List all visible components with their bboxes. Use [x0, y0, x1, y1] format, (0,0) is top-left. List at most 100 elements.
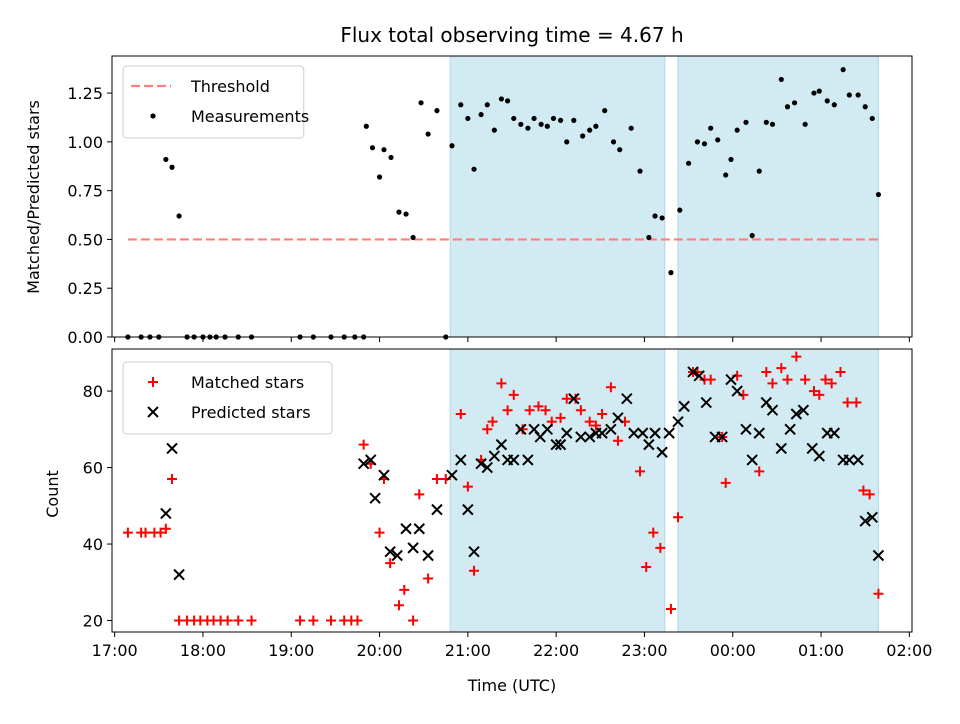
x-axis-label: Time (UTC)	[467, 676, 556, 695]
matched-stars-point	[665, 604, 676, 615]
matched-stars-point	[423, 573, 434, 584]
predicted-stars-point	[753, 427, 765, 439]
measurement-point	[802, 121, 808, 127]
matched-stars-point	[791, 351, 802, 362]
y-tick-label: 0.25	[67, 279, 103, 298]
measurement-point	[376, 174, 383, 180]
matched-stars-point	[597, 409, 608, 420]
measurement-point	[652, 213, 658, 219]
predicted-stars-point	[166, 442, 178, 455]
observing-interval-band	[449, 348, 666, 633]
measurement-point	[388, 154, 394, 161]
predicted-stars-point	[522, 454, 534, 466]
predicted-stars-point	[790, 408, 803, 420]
matched-stars-point	[612, 435, 623, 446]
matched-stars-point	[720, 477, 731, 488]
predicted-stars-point	[716, 431, 728, 443]
y-tick-label: 60	[83, 459, 103, 478]
measurement-point	[824, 98, 830, 104]
matched-stars-point	[487, 416, 498, 427]
predicted-stars-point	[852, 454, 864, 466]
x-tick-label: 20:00	[356, 641, 402, 660]
measurement-point	[410, 234, 416, 241]
predicted-stars-point	[550, 438, 562, 451]
measurement-point	[571, 117, 577, 123]
axes-frame	[111, 55, 913, 338]
measurement-point	[791, 100, 798, 106]
predicted-stars-point	[378, 469, 390, 481]
measurement-point	[498, 96, 505, 102]
measurement-point	[855, 92, 861, 98]
matched-stars-point	[826, 378, 837, 389]
predicted-stars-point	[446, 469, 458, 481]
matched-stars-point	[325, 615, 336, 626]
matched-stars-point	[222, 615, 233, 626]
matched-stars-point	[761, 366, 772, 377]
measurement-point	[686, 160, 692, 166]
matched-stars-point	[431, 474, 442, 485]
measurement-point	[580, 133, 586, 139]
predicted-stars-point	[843, 454, 856, 466]
legend-label: Measurements	[191, 107, 309, 126]
predicted-stars-point	[369, 492, 381, 504]
predicted-stars-point	[384, 545, 396, 558]
predicted-stars-point	[391, 549, 403, 562]
matched-stars-point	[167, 474, 178, 485]
measurement-point	[396, 209, 402, 215]
predicted-stars-point	[766, 404, 779, 416]
predicted-stars-point	[612, 412, 624, 424]
matched-stars-point	[673, 512, 684, 523]
measurement-point	[478, 111, 484, 118]
matched-stars-point	[648, 527, 659, 538]
predicted-stars-point	[568, 393, 580, 405]
legend-label: Predicted stars	[191, 403, 311, 422]
x-tick-label: 02:00	[886, 641, 932, 660]
measurement-point	[458, 102, 464, 108]
observing-interval-band	[449, 55, 666, 338]
legend-measurements-swatch	[150, 113, 156, 119]
measurement-point	[694, 139, 701, 145]
measurement-point	[484, 102, 490, 108]
predicted-stars-point	[828, 427, 841, 439]
measurement-point	[511, 115, 517, 122]
matched-stars-point	[393, 600, 404, 611]
matched-stars-point	[408, 615, 419, 626]
matched-stars-point	[462, 481, 473, 492]
predicted-stars-point	[746, 454, 758, 466]
measurement-point	[465, 115, 471, 122]
matched-stars-point	[820, 374, 831, 385]
predicted-stars-point	[687, 366, 699, 378]
predicted-stars-point	[872, 549, 885, 562]
y-tick-label: 80	[83, 382, 103, 401]
measurement-point	[677, 207, 683, 213]
observing-interval-band	[677, 55, 879, 338]
measurement-point	[728, 156, 734, 163]
matched-stars-point	[800, 374, 811, 385]
predicted-stars-point	[462, 503, 474, 516]
matched-stars-point	[233, 615, 244, 626]
measurement-point	[749, 232, 755, 239]
predicted-stars-point	[693, 370, 705, 382]
matched-stars-point	[655, 542, 666, 553]
measurement-point	[778, 76, 784, 83]
y-tick-label: 40	[83, 535, 103, 554]
predicted-stars-point	[663, 427, 675, 439]
figure-title: Flux total observing time = 4.67 h	[340, 23, 683, 47]
legend-predicted-swatch	[147, 406, 159, 418]
legend-matched-swatch	[148, 377, 158, 387]
predicted-stars-point	[813, 450, 825, 462]
axes-frame	[111, 348, 913, 633]
predicted-stars-point	[528, 423, 540, 436]
predicted-stars-point	[866, 511, 878, 523]
measurement-point	[637, 168, 643, 174]
measurement-point	[369, 145, 376, 151]
measurement-point	[518, 121, 524, 127]
measurement-point	[862, 104, 868, 110]
measurement-point	[403, 211, 409, 217]
measurement-point	[628, 125, 634, 131]
matched-stars-point	[496, 378, 507, 389]
matched-stars-point	[808, 386, 819, 397]
predicted-stars-point	[605, 423, 617, 436]
measurement-point	[846, 92, 852, 98]
